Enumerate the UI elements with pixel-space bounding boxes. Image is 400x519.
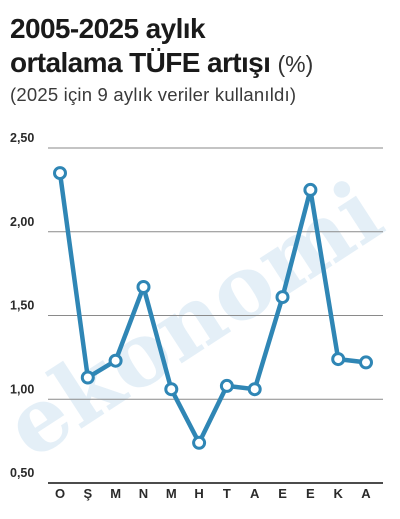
title-line-2: ortalama TÜFE artışı (10, 47, 271, 78)
data-point (53, 166, 67, 181)
data-point (247, 382, 262, 397)
data-point (164, 382, 179, 397)
x-tick-label: N (139, 486, 148, 501)
data-point (80, 370, 95, 385)
x-tick-label: M (110, 486, 121, 501)
x-tick-label: E (278, 486, 287, 501)
chart-title: 2005-2025 aylık (10, 12, 394, 46)
data-point (136, 280, 151, 294)
x-tick-label: K (333, 486, 343, 501)
data-point (331, 352, 346, 367)
y-tick-label: 1,00 (10, 382, 34, 396)
x-tick-label: H (194, 486, 203, 501)
grid-lines (48, 147, 383, 484)
x-tick-label: A (250, 486, 260, 501)
data-point (359, 355, 373, 370)
data-point (219, 378, 234, 393)
x-tick-label: O (55, 486, 65, 501)
y-tick-label: 2,00 (10, 215, 34, 229)
chart-title-line-2: ortalama TÜFE artışı (%) (10, 46, 394, 81)
title-unit: (%) (277, 51, 314, 77)
x-tick-label: E (306, 486, 315, 501)
data-point (192, 435, 207, 450)
x-tick-label: M (166, 486, 177, 501)
x-tick-label: T (223, 486, 231, 501)
y-tick-label: 2,50 (10, 131, 34, 145)
x-tick-label: A (361, 486, 371, 501)
data-point (108, 353, 123, 368)
chart-subtitle: (2025 için 9 aylık veriler kullanıldı) (10, 84, 297, 105)
x-tick-label: Ş (83, 486, 92, 501)
watermark-logo: ekonomi (0, 160, 400, 479)
y-tick-label: 0,50 (10, 466, 34, 480)
data-point (275, 290, 290, 305)
y-tick-label: 1,50 (10, 299, 34, 313)
data-point (303, 182, 318, 197)
data-series (53, 166, 373, 450)
title-line-1: 2005-2025 aylık (10, 13, 206, 44)
chart-header: 2005-2025 aylık ortalama TÜFE artışı (%)… (10, 12, 394, 107)
y-tick-labels: 0,50 1,00 1,50 2,00 2,50 (10, 131, 34, 480)
